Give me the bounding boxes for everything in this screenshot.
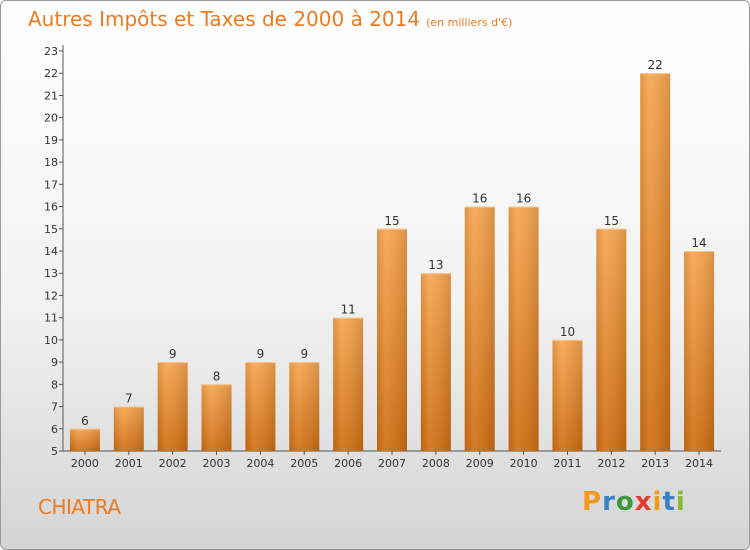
x-tick-label: 2006 — [334, 457, 362, 470]
bar-shade — [289, 362, 320, 451]
data-label: 6 — [81, 414, 89, 428]
data-label: 10 — [560, 325, 575, 339]
y-tick-label: 22 — [44, 67, 58, 80]
bar-shade — [377, 228, 407, 451]
bar-shade — [201, 384, 232, 451]
y-tick-label: 16 — [44, 201, 58, 214]
x-tick-label: 2010 — [510, 457, 538, 470]
bar-shade — [464, 206, 495, 451]
bar-shade — [113, 406, 144, 451]
bar-shade — [245, 362, 276, 451]
x-tick-label: 2007 — [378, 457, 406, 470]
logo-letter: x — [634, 487, 653, 517]
y-tick-label: 13 — [44, 267, 58, 280]
y-tick-label: 20 — [44, 112, 58, 125]
y-tick-label: 15 — [44, 223, 58, 236]
bar-shade — [596, 228, 627, 451]
bar-shade — [684, 251, 715, 451]
y-tick-label: 7 — [51, 401, 58, 414]
x-axis: 2000 2001 2002 2003 2004 2005 2006 2007 2008 2009… — [63, 450, 721, 470]
data-label: 16 — [472, 192, 487, 206]
y-tick-label: 11 — [44, 312, 58, 325]
logo-letter: i — [652, 487, 663, 517]
commune-name: CHIATRA — [38, 495, 121, 519]
x-tick-label: 2014 — [685, 457, 713, 470]
proxiti-logo[interactable]: Proxiti — [582, 487, 686, 517]
y-tick-label: 23 — [44, 45, 58, 58]
y-tick-label: 17 — [44, 178, 58, 191]
x-tick-label: 2000 — [71, 457, 99, 470]
logo-letter: o — [615, 487, 635, 517]
data-label: 15 — [604, 214, 619, 228]
data-labels: 6 7 9 8 9 9 11 15 13 16 16 10 15 22 14 — [81, 58, 707, 428]
x-tick-label: 2009 — [466, 457, 494, 470]
logo-letter: P — [582, 487, 603, 517]
y-tick-label: 9 — [51, 356, 58, 369]
data-label: 22 — [648, 58, 663, 72]
x-tick-label: 2003 — [203, 457, 231, 470]
data-label: 16 — [516, 192, 531, 206]
x-tick-label: 2012 — [597, 457, 625, 470]
data-label: 9 — [169, 347, 177, 361]
chart-title: Autres Impôts et Taxes de 2000 à 2014 — [28, 7, 421, 31]
data-label: 13 — [428, 258, 443, 272]
bars — [69, 73, 715, 451]
y-tick-label: 5 — [51, 445, 58, 458]
x-tick-label: 2005 — [290, 457, 318, 470]
x-tick-label: 2011 — [553, 457, 581, 470]
y-tick-label: 18 — [44, 156, 58, 169]
bar-shade — [508, 206, 539, 451]
data-label: 9 — [300, 347, 308, 361]
y-axis: 5 6 7 8 9 10 11 12 13 14 15 16 17 18 19 20 21 22 23 — [44, 45, 64, 458]
y-tick-label: 14 — [44, 245, 58, 258]
data-label: 7 — [125, 392, 133, 406]
logo-letter: i — [675, 487, 686, 517]
data-label: 8 — [213, 369, 221, 383]
data-label: 15 — [384, 214, 399, 228]
y-tick-label: 10 — [44, 334, 58, 347]
chart-title-block: Autres Impôts et Taxes de 2000 à 2014 (en… — [28, 7, 512, 31]
logo-letter: t — [662, 487, 676, 517]
y-tick-label: 19 — [44, 134, 58, 147]
data-label: 9 — [257, 347, 265, 361]
x-tick-label: 2001 — [115, 457, 143, 470]
bar-shade — [69, 428, 100, 451]
bar-shade — [640, 73, 671, 451]
x-tick-label: 2008 — [422, 457, 450, 470]
x-tick-label: 2004 — [246, 457, 274, 470]
y-tick-label: 12 — [44, 289, 58, 302]
data-label: 14 — [691, 236, 706, 250]
bar-shade — [157, 362, 188, 451]
x-tick-label: 2013 — [641, 457, 669, 470]
y-tick-label: 6 — [51, 423, 58, 436]
chart-subtitle: (en milliers d'€) — [426, 16, 513, 29]
x-tick-label: 2002 — [159, 457, 187, 470]
y-tick-label: 21 — [44, 89, 58, 102]
bar-shade — [552, 339, 583, 451]
y-tick-label: 8 — [51, 378, 58, 391]
bar-shade — [420, 273, 451, 451]
logo-letter: r — [602, 487, 616, 517]
data-label: 11 — [340, 303, 355, 317]
bar-shade — [333, 317, 364, 451]
